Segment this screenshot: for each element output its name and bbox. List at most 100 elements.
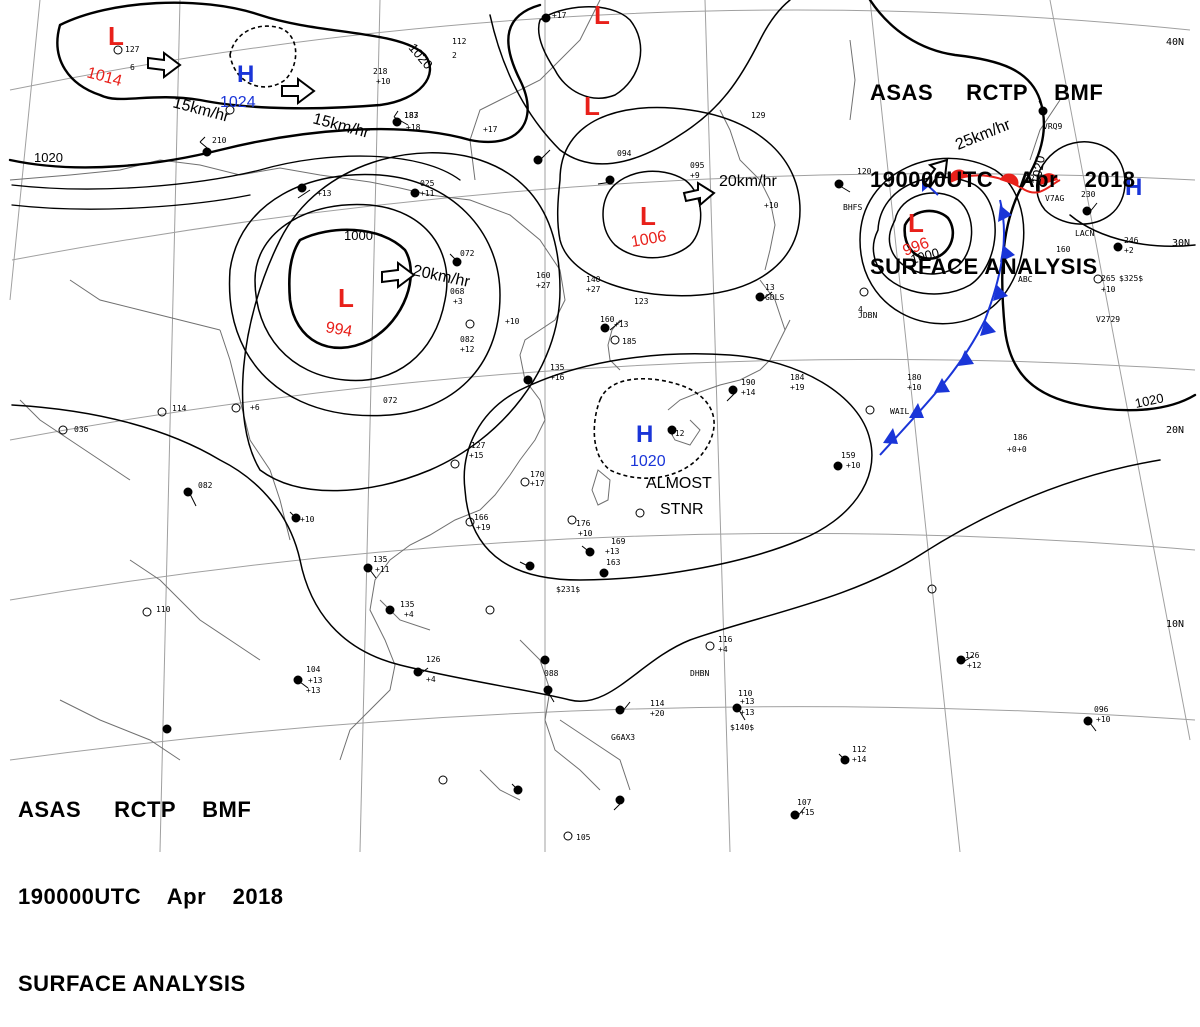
low-symbol: L (908, 208, 924, 238)
station-value: 230 (1081, 190, 1096, 199)
isobar (888, 192, 973, 275)
isobar (872, 176, 996, 295)
header-line2: 190000UTC Apr 2018 (870, 167, 1136, 192)
station-value: +13 (308, 676, 323, 685)
station-value: +0 (1017, 445, 1027, 454)
isobar (288, 228, 413, 350)
isobar (538, 6, 642, 99)
station-value: V7AG (1045, 194, 1064, 203)
station-value: 036 (74, 425, 89, 434)
isobar (1069, 214, 1196, 247)
arrow-icon (281, 77, 316, 105)
station-value: ABC (1018, 275, 1033, 284)
station-value: 13 (765, 283, 775, 292)
station-value: 2 (452, 51, 457, 60)
station-value: VRQ9 (1043, 122, 1062, 131)
station-value: +10 (300, 515, 315, 524)
station-value: 068 (450, 287, 465, 296)
station-value: 110 (738, 689, 753, 698)
station-value: GDLS (765, 293, 784, 302)
station-value: +13 (605, 547, 620, 556)
station-value: 104 (306, 665, 321, 674)
station-value: $140$ (730, 723, 754, 732)
station-value: +15 (469, 451, 484, 460)
station-value: +12 (670, 429, 685, 438)
warm-front (949, 169, 1061, 194)
station-value: 210 (212, 136, 227, 145)
station-value: +16 (550, 373, 565, 382)
station-value: 185 (622, 337, 637, 346)
station-value: $325$ (1119, 274, 1143, 283)
station-value: 265 (1101, 274, 1116, 283)
chart-header-bottom: ASAS RCTP BMF 190000UTC Apr 2018 SURFACE… (18, 737, 284, 1027)
isobar (241, 152, 561, 492)
wind-barbs (189, 100, 1098, 818)
station-value: 160 (600, 315, 615, 324)
low-pressure-value: 1014 (85, 64, 124, 90)
isobars (8, 0, 1197, 703)
station-value: +15 (800, 808, 815, 817)
station-value: +19 (790, 383, 805, 392)
station-value: +11 (375, 565, 390, 574)
station-value: LACN (1075, 229, 1094, 238)
arrow-icon (381, 261, 416, 289)
lat-label: 10N (1166, 619, 1184, 630)
header-line1: ASAS RCTP BMF (18, 797, 252, 822)
station-value: 135 (373, 555, 388, 564)
station-value: 166 (474, 513, 489, 522)
station-value: 126 (426, 655, 441, 664)
arrow-icon (147, 51, 182, 79)
station-value: 127 (471, 441, 486, 450)
station-value: +12 (967, 661, 982, 670)
station-value: 112 (452, 37, 467, 46)
station-value: +11 (420, 189, 435, 198)
isobar-label: 1000 (344, 228, 373, 243)
isobar (254, 203, 448, 382)
station-value: +13 (614, 320, 629, 329)
station-value: +10 (376, 77, 391, 86)
isobar-label: 1020 (34, 150, 63, 165)
station-value: 114 (650, 699, 665, 708)
dashed-high-contours (229, 25, 715, 479)
station-value: +10 (505, 317, 520, 326)
station-value: 140 (586, 275, 601, 284)
station-value: +9 (690, 171, 700, 180)
weather-map: 40N 30N 20N 10N 1020 1020 1000 1000 1020… (8, 0, 1197, 852)
isobar (903, 209, 955, 260)
station-value: 082 (198, 481, 213, 490)
station-value: 187 (404, 111, 419, 120)
isobar (602, 170, 702, 259)
station-value: 135 (550, 363, 565, 372)
high-symbol: H (636, 421, 653, 448)
station-value: 218 (373, 67, 388, 76)
station-value: V2729 (1096, 315, 1120, 324)
station-value: +10 (907, 383, 922, 392)
station-value: +10 (764, 201, 779, 210)
pressure-systems: L 1014 H 1024 L 994 L 1006 L 996 H 1020 … (85, 0, 1142, 470)
isobar (868, 0, 1197, 412)
isobar (463, 353, 873, 581)
latitude-labels: 40N 30N 20N 10N (1166, 37, 1190, 630)
station-value: +13 (740, 708, 755, 717)
arrow-icon (923, 158, 949, 189)
graticule (9, 0, 1196, 852)
low-pressure-value: 994 (324, 319, 353, 340)
high-pressure-value: 1024 (220, 94, 256, 111)
station-value: +14 (741, 388, 756, 397)
isobar-label: 1020 (1134, 390, 1165, 411)
low-symbol: L (108, 21, 124, 51)
station-value: +14 (852, 755, 867, 764)
header-line2: 190000UTC Apr 2018 (18, 884, 284, 909)
station-value: 105 (576, 833, 591, 842)
station-value: 088 (544, 669, 559, 678)
lat-label: 20N (1166, 425, 1184, 436)
station-value: +4 (426, 675, 436, 684)
isobar (1035, 141, 1126, 225)
isobar (11, 155, 461, 190)
station-value: +17 (483, 125, 498, 134)
low-symbol: L (338, 283, 354, 313)
station-value: +10 (846, 461, 861, 470)
station-value: 170 (530, 470, 545, 479)
station-value: +10 (578, 529, 593, 538)
low-symbol: L (594, 0, 610, 30)
